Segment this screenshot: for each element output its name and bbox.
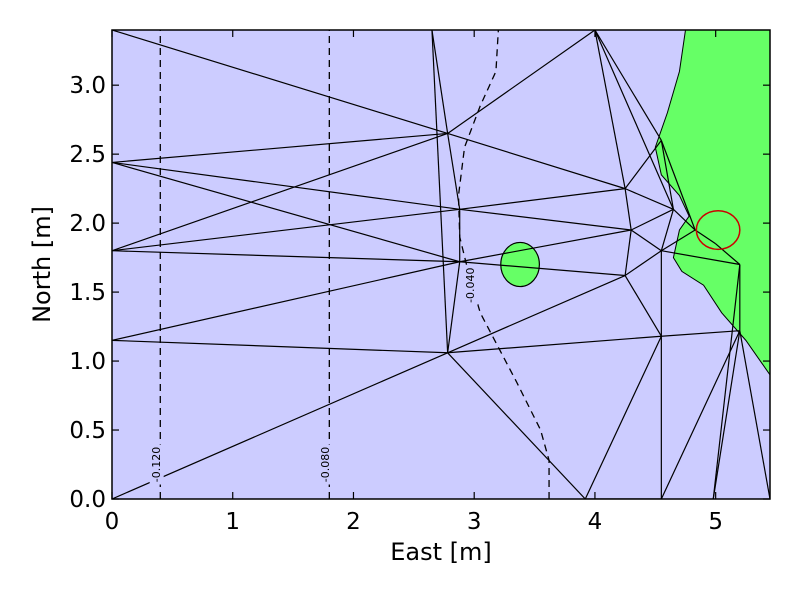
mesh-edge — [447, 30, 596, 134]
mesh-edge — [584, 335, 662, 499]
mesh-edge — [112, 132, 448, 252]
positive-fill-region — [654, 30, 770, 376]
x-tick-label: 3 — [467, 509, 482, 535]
y-tick-label: 2.5 — [69, 142, 106, 168]
mesh-edge — [624, 275, 662, 337]
mesh-edge — [661, 229, 696, 252]
mesh-edge — [459, 229, 632, 263]
negative-fill-region — [112, 30, 770, 499]
mesh-edge — [624, 229, 632, 276]
mesh-edge — [630, 208, 674, 231]
mesh-edge — [661, 250, 740, 266]
x-tick-label: 1 — [225, 509, 240, 535]
mesh-edge — [739, 330, 770, 499]
mesh-edge — [112, 339, 448, 354]
mesh-edge — [112, 30, 448, 135]
mesh-edge — [112, 208, 460, 252]
mesh-edge — [624, 188, 674, 210]
y-tick-label: 0.5 — [69, 418, 106, 444]
mesh-edge — [660, 209, 674, 251]
mesh-edge — [672, 208, 696, 231]
mesh-edge — [447, 132, 626, 190]
mesh-edge — [459, 188, 626, 210]
red-contour — [695, 209, 741, 251]
mesh-edge — [660, 330, 741, 499]
mesh-edge — [431, 30, 449, 353]
mesh-edge — [624, 188, 632, 231]
y-axis-label: North [m] — [28, 206, 56, 323]
contour-label: -0.040 — [464, 267, 477, 302]
mesh-edge — [447, 261, 461, 353]
mesh-edge — [715, 243, 741, 265]
y-tick-label: 0.0 — [69, 487, 106, 513]
x-tick-label: 2 — [346, 509, 361, 535]
mesh-edge — [431, 30, 449, 134]
mesh-edge — [112, 352, 448, 499]
mesh-edge — [594, 30, 662, 141]
mesh-edge — [447, 352, 586, 499]
mesh-edge — [459, 261, 626, 277]
mesh-edge — [712, 330, 741, 499]
mesh-edge — [594, 30, 626, 189]
x-tick-label: 0 — [105, 509, 120, 535]
positive-island — [500, 241, 540, 288]
contour-label-backing — [463, 265, 478, 306]
mesh-edge — [112, 161, 460, 263]
mesh-edge — [694, 229, 717, 245]
mesh-edge — [661, 330, 740, 337]
contour-label-backing — [318, 444, 333, 485]
mesh-edge — [459, 208, 632, 231]
y-tick-label: 3.0 — [69, 73, 106, 99]
y-tick-label: 2.0 — [69, 211, 106, 237]
mesh-edge — [112, 261, 460, 341]
mesh-edge — [112, 161, 460, 210]
mesh-edge — [660, 140, 675, 210]
contour-label: -0.080 — [319, 447, 332, 482]
y-tick-label: 1.0 — [69, 349, 106, 375]
mesh-edge — [630, 229, 662, 252]
x-tick-label: 4 — [588, 509, 603, 535]
x-tick-label: 5 — [708, 509, 723, 535]
mesh-edge — [447, 335, 662, 354]
plot-frame — [111, 29, 771, 500]
mesh-edge — [112, 132, 448, 164]
contour-label: -0.120 — [150, 447, 163, 482]
y-tick-label: 1.5 — [69, 280, 106, 306]
mesh-edge — [112, 250, 460, 263]
x-axis-label: East [m] — [390, 538, 492, 566]
plot-area: -0.120 -0.080 -0.040 — [112, 30, 770, 499]
mesh-edge — [660, 140, 696, 231]
mesh-edge — [447, 133, 461, 210]
mesh-edge — [447, 274, 626, 354]
mesh-edge — [624, 139, 662, 189]
mesh-edge — [624, 250, 662, 277]
mesh-edge — [712, 264, 741, 499]
mesh-edge — [594, 30, 674, 210]
contour-label-backing — [149, 444, 164, 485]
axis-ticks: 0 1 2 3 4 5 0.0 0.5 1.0 1.5 2.0 2.5 3.0 — [69, 30, 770, 535]
